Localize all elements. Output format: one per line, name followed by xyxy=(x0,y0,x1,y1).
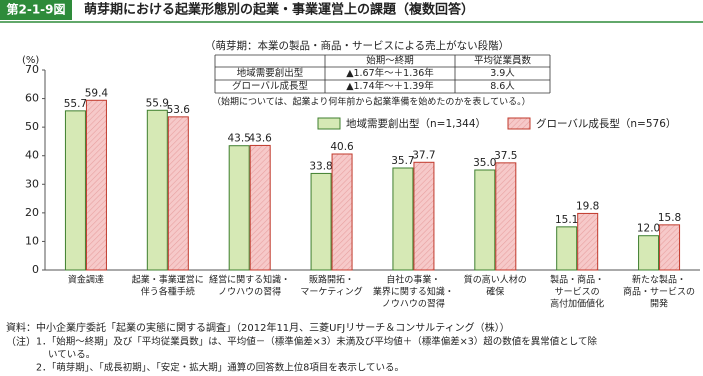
table-cell: 地域需要創出型 xyxy=(237,67,304,79)
value-label: 19.8 xyxy=(576,200,599,212)
y-tick-label: 30 xyxy=(25,177,39,190)
x-tick-label: 商品・サービスの xyxy=(623,286,695,298)
table-header: 平均従業員数 xyxy=(474,55,532,67)
y-tick-label: 50 xyxy=(25,120,39,133)
bar xyxy=(659,224,681,271)
x-tick-label: マーケティング xyxy=(300,286,362,298)
bar xyxy=(249,144,271,271)
table-cell: ▲1.67年～＋1.36年 xyxy=(346,67,434,79)
x-tick-label: 業界に関する知識・ xyxy=(373,286,454,298)
value-label: 37.5 xyxy=(494,150,517,162)
value-label: 55.9 xyxy=(146,97,169,109)
x-tick-label: 経営に関する知識・ xyxy=(209,274,290,286)
note-label: （注） xyxy=(6,335,36,348)
source: 資料：中小企業庁委託「起業の実態に関する調査」（2012年11月、三菱UFJリサ… xyxy=(6,321,510,334)
y-tick-label: 70 xyxy=(25,63,39,76)
table-cell: ▲1.74年～＋1.39年 xyxy=(346,80,434,92)
legend-swatch xyxy=(317,117,341,130)
bar xyxy=(146,109,168,271)
figure-label: 第2-1-9図 xyxy=(6,2,65,17)
note: いている。 xyxy=(48,350,95,361)
x-tick-label: 製品・商品・ xyxy=(550,274,604,286)
value-label: 59.4 xyxy=(85,87,109,99)
table-cell: 8.6人 xyxy=(490,81,515,92)
value-label: 35.7 xyxy=(391,155,414,167)
figure-label-box xyxy=(0,0,72,20)
inset-note: （始期については、起業より何年前から起業準備を始めたのかを表している。） xyxy=(212,96,531,108)
x-tick-label: ノウハウの習得 xyxy=(382,298,445,310)
value-label: 53.6 xyxy=(167,104,191,116)
x-tick-label: 資金調達 xyxy=(68,274,104,286)
bar xyxy=(331,153,353,271)
x-tick-label: 確保 xyxy=(486,286,504,298)
bar xyxy=(638,235,660,271)
value-label: 15.8 xyxy=(658,212,681,224)
value-label: 43.6 xyxy=(248,132,272,144)
value-label: 33.8 xyxy=(309,160,332,172)
bar xyxy=(228,145,250,271)
x-tick-label: 開発 xyxy=(650,298,668,310)
legend-label: グローバル成長型（n=576） xyxy=(536,117,676,130)
x-tick-label: 起業・事業運営に xyxy=(132,274,204,286)
bar xyxy=(577,212,599,271)
table-cell: グローバル成長型 xyxy=(232,80,308,92)
x-tick-label: 伴う各種手続 xyxy=(141,286,195,298)
bar xyxy=(85,99,107,271)
value-label: 15.1 xyxy=(555,214,578,226)
table-cell: 3.9人 xyxy=(490,68,515,79)
bar xyxy=(556,226,578,271)
bar xyxy=(64,110,86,271)
bar xyxy=(495,162,517,271)
bar xyxy=(392,167,414,271)
legend-swatch xyxy=(507,117,531,130)
x-tick-label: 新たな製品・ xyxy=(632,274,686,286)
value-label: 35.0 xyxy=(473,157,496,169)
bar xyxy=(413,161,435,271)
value-label: 43.5 xyxy=(227,133,250,145)
y-tick-label: 0 xyxy=(32,263,39,276)
inset-subtitle: （萌芽期：本業の製品・商品・サービスによる売上がない段階） xyxy=(205,39,509,52)
value-label: 40.6 xyxy=(330,141,354,153)
y-tick-label: 10 xyxy=(25,234,39,247)
value-label: 37.7 xyxy=(412,149,435,161)
table-header: 始期～終期 xyxy=(366,55,414,67)
chart-title: 萌芽期における起業形態別の起業・事業運営上の課題（複数回答） xyxy=(84,2,474,18)
legend-label: 地域需要創出型（n=1,344） xyxy=(346,117,486,130)
x-tick-label: 販路開拓・ xyxy=(309,274,354,286)
bar xyxy=(474,169,496,271)
value-label: 12.0 xyxy=(637,223,660,235)
y-tick-label: 40 xyxy=(25,149,39,162)
y-tick-label: 60 xyxy=(25,92,39,105)
x-tick-label: 自社の事業・ xyxy=(386,274,440,286)
value-label: 55.7 xyxy=(64,98,87,110)
note: 2．「萌芽期」、「成長初期」、「安定・拡大期」通算の回答数上位8項目を表示してい… xyxy=(36,362,404,374)
x-tick-label: ノウハウの習得 xyxy=(218,286,281,298)
y-tick-label: 20 xyxy=(25,206,39,219)
bar xyxy=(167,116,189,271)
bar xyxy=(310,172,332,271)
x-tick-label: 質の高い人材の xyxy=(464,274,527,286)
x-tick-label: サービスの xyxy=(555,287,600,298)
y-axis-label: (%) xyxy=(22,55,39,66)
note: 1．「始期～終期」及び「平均従業員数」は、平均値－（標準偏差×3）未満及び平均値… xyxy=(36,336,598,348)
x-tick-label: 高付加価値化 xyxy=(550,298,604,310)
